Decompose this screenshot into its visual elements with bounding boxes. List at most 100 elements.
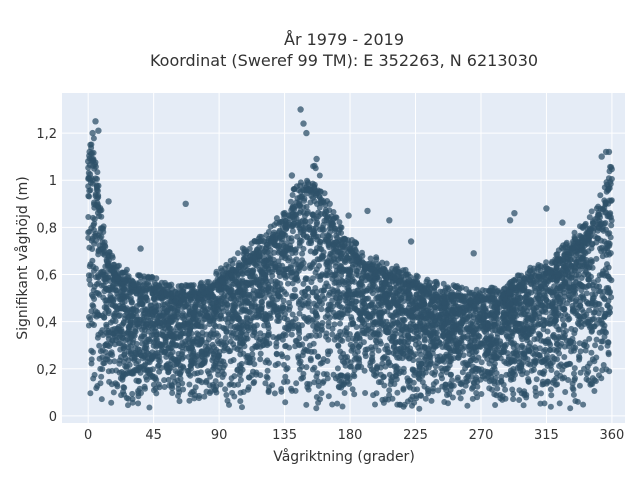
- data-point: [132, 350, 139, 357]
- data-point: [304, 316, 311, 323]
- data-point: [303, 203, 310, 210]
- data-point: [500, 311, 507, 318]
- data-point: [494, 385, 501, 392]
- data-point: [446, 334, 453, 341]
- data-point: [435, 387, 442, 394]
- data-point: [595, 310, 602, 317]
- data-point: [142, 307, 149, 314]
- data-point: [176, 398, 183, 405]
- data-point: [325, 393, 332, 400]
- data-point: [96, 213, 102, 220]
- data-point: [101, 304, 108, 311]
- data-point: [335, 332, 342, 339]
- data-point: [383, 342, 390, 349]
- data-point: [566, 274, 573, 281]
- data-point: [284, 354, 291, 361]
- data-point: [338, 263, 345, 270]
- data-point: [131, 356, 138, 363]
- data-point: [533, 376, 540, 383]
- data-point: [495, 343, 502, 350]
- data-point: [567, 405, 574, 412]
- data-point: [427, 361, 434, 368]
- data-point: [425, 346, 432, 352]
- data-point: [420, 309, 427, 316]
- data-point: [409, 402, 415, 409]
- data-point: [239, 340, 246, 347]
- data-point: [319, 255, 326, 262]
- data-point: [294, 233, 301, 240]
- data-point: [222, 334, 229, 341]
- data-point: [349, 386, 356, 393]
- data-point: [308, 279, 315, 286]
- data-point: [345, 284, 352, 291]
- data-point: [318, 246, 325, 253]
- data-point: [204, 368, 211, 375]
- data-point: [555, 326, 562, 333]
- data-point: [211, 321, 218, 328]
- data-point: [371, 283, 378, 290]
- data-point: [296, 310, 303, 317]
- data-point: [228, 323, 234, 329]
- data-point: [474, 394, 481, 401]
- data-point: [313, 373, 320, 380]
- data-point: [355, 343, 362, 350]
- data-point: [537, 332, 543, 339]
- data-point: [234, 346, 241, 353]
- data-point: [301, 288, 308, 295]
- data-point: [513, 320, 520, 327]
- data-point: [488, 353, 495, 360]
- data-point: [368, 328, 375, 335]
- data-point: [99, 327, 106, 334]
- data-point: [458, 340, 465, 347]
- data-point: [586, 335, 593, 342]
- data-point: [472, 337, 478, 344]
- data-point: [311, 379, 318, 386]
- data-point: [333, 239, 340, 245]
- data-point: [299, 250, 306, 257]
- data-point: [583, 311, 590, 318]
- data-point: [589, 264, 596, 271]
- data-point: [498, 373, 505, 380]
- data-point: [140, 355, 146, 362]
- data-point: [501, 318, 508, 325]
- data-point: [132, 326, 139, 333]
- data-point: [542, 340, 549, 347]
- data-point: [245, 327, 252, 334]
- data-point: [168, 312, 175, 319]
- data-point: [509, 386, 516, 393]
- data-point: [566, 294, 573, 301]
- data-point: [506, 317, 513, 324]
- data-point: [109, 317, 116, 324]
- data-point: [432, 330, 439, 336]
- data-point: [363, 325, 370, 332]
- data-point: [454, 377, 461, 383]
- data-point: [294, 265, 301, 272]
- data-point: [477, 343, 484, 350]
- data-point: [229, 389, 236, 396]
- data-point: [446, 345, 453, 352]
- data-point: [418, 361, 425, 367]
- data-point: [473, 357, 480, 364]
- data-point: [404, 347, 411, 354]
- data-point: [143, 345, 150, 352]
- data-point: [108, 399, 115, 406]
- data-point: [100, 294, 107, 301]
- data-point: [436, 339, 443, 346]
- data-point: [361, 295, 368, 302]
- data-point: [373, 334, 380, 341]
- data-point: [581, 341, 588, 348]
- data-point: [437, 288, 444, 295]
- data-point: [88, 225, 95, 232]
- data-point: [103, 323, 110, 330]
- data-point: [305, 293, 312, 300]
- data-point: [252, 261, 259, 268]
- data-point: [460, 352, 467, 359]
- data-point: [227, 329, 234, 336]
- data-point: [324, 307, 331, 314]
- data-point: [110, 389, 117, 396]
- data-point: [387, 304, 394, 311]
- data-point: [288, 238, 295, 245]
- data-point: [279, 336, 286, 343]
- data-point: [309, 261, 316, 267]
- data-point: [96, 342, 103, 349]
